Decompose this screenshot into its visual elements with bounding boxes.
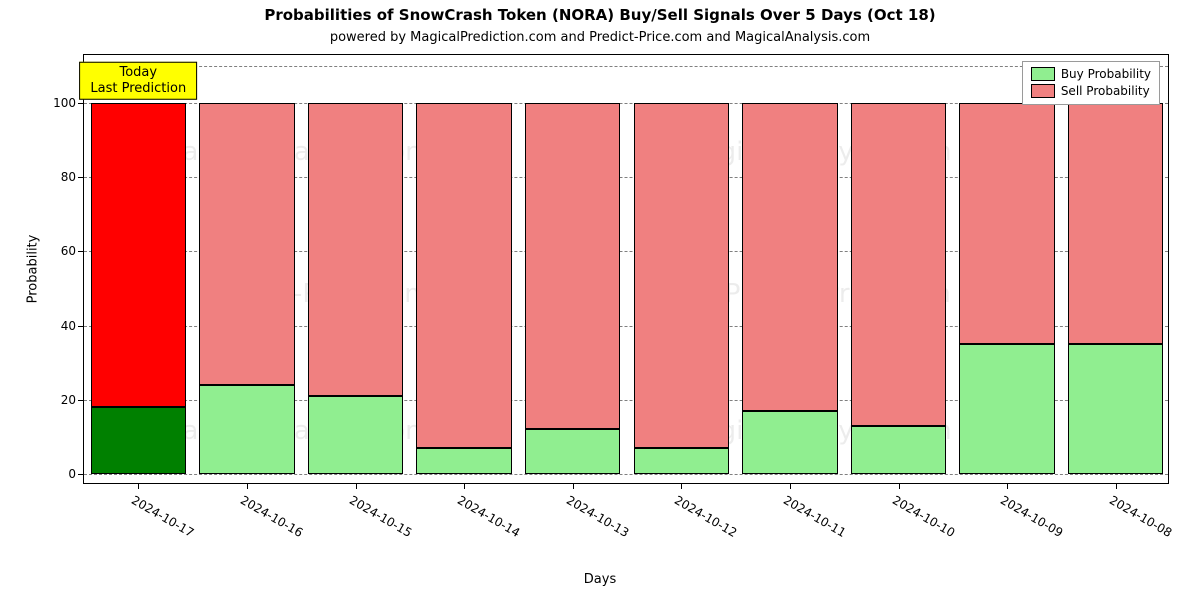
- x-tick-label: 2024-10-09: [998, 493, 1065, 540]
- x-tick-label: 2024-10-11: [781, 493, 848, 540]
- bar-buy: [851, 426, 947, 474]
- legend-label: Buy Probability: [1061, 66, 1151, 83]
- x-tick: [138, 483, 139, 489]
- y-tick-label: 80: [61, 170, 84, 184]
- x-tick-label: 2024-10-16: [238, 493, 305, 540]
- y-tick-label: 20: [61, 393, 84, 407]
- y-tick-label: 60: [61, 244, 84, 258]
- bar-sell: [959, 103, 1055, 344]
- x-tick-label: 2024-10-14: [455, 493, 522, 540]
- bar-buy: [1068, 344, 1164, 474]
- bar-sell: [199, 103, 295, 385]
- bar-buy: [634, 448, 730, 474]
- bar-sell: [416, 103, 512, 448]
- bar-buy: [742, 411, 838, 474]
- bar-buy: [525, 429, 621, 473]
- x-tick: [573, 483, 574, 489]
- x-tick: [681, 483, 682, 489]
- chart-subtitle: powered by MagicalPrediction.com and Pre…: [0, 30, 1200, 45]
- x-tick: [464, 483, 465, 489]
- x-tick-label: 2024-10-08: [1107, 493, 1174, 540]
- x-tick-label: 2024-10-13: [564, 493, 631, 540]
- bar-sell: [1068, 103, 1164, 344]
- legend-item: Buy Probability: [1031, 66, 1151, 83]
- bar-sell: [525, 103, 621, 429]
- bar-sell: [851, 103, 947, 426]
- bar-sell: [742, 103, 838, 411]
- annotation-line: Today: [90, 65, 186, 81]
- chart-title: Probabilities of SnowCrash Token (NORA) …: [0, 6, 1200, 24]
- gridline: [84, 474, 1168, 475]
- legend-label: Sell Probability: [1061, 83, 1150, 100]
- bar-sell: [308, 103, 404, 396]
- y-tick-label: 40: [61, 319, 84, 333]
- x-tick-label: 2024-10-12: [672, 493, 739, 540]
- x-tick: [356, 483, 357, 489]
- today-annotation: TodayLast Prediction: [79, 62, 197, 101]
- annotation-line: Last Prediction: [90, 81, 186, 97]
- bar-buy: [199, 385, 295, 474]
- y-tick-label: 0: [68, 467, 84, 481]
- legend: Buy ProbabilitySell Probability: [1022, 61, 1160, 105]
- x-tick: [247, 483, 248, 489]
- x-tick: [1116, 483, 1117, 489]
- legend-swatch: [1031, 84, 1055, 98]
- x-tick-label: 2024-10-15: [347, 493, 414, 540]
- x-tick: [1007, 483, 1008, 489]
- x-tick: [790, 483, 791, 489]
- bar-buy: [91, 407, 187, 474]
- bar-buy: [959, 344, 1055, 474]
- plot-area: 020406080100MagicalAnalysis.comMagicalAn…: [83, 54, 1169, 484]
- legend-item: Sell Probability: [1031, 83, 1151, 100]
- x-axis-label: Days: [584, 572, 616, 587]
- chart-container: Probabilities of SnowCrash Token (NORA) …: [0, 0, 1200, 600]
- y-axis-label: Probability: [26, 235, 41, 304]
- x-tick: [899, 483, 900, 489]
- bar-buy: [416, 448, 512, 474]
- bar-sell: [91, 103, 187, 407]
- bar-buy: [308, 396, 404, 474]
- gridline: [84, 66, 1168, 67]
- legend-swatch: [1031, 67, 1055, 81]
- x-tick-label: 2024-10-10: [890, 493, 957, 540]
- x-tick-label: 2024-10-17: [129, 493, 196, 540]
- bar-sell: [634, 103, 730, 448]
